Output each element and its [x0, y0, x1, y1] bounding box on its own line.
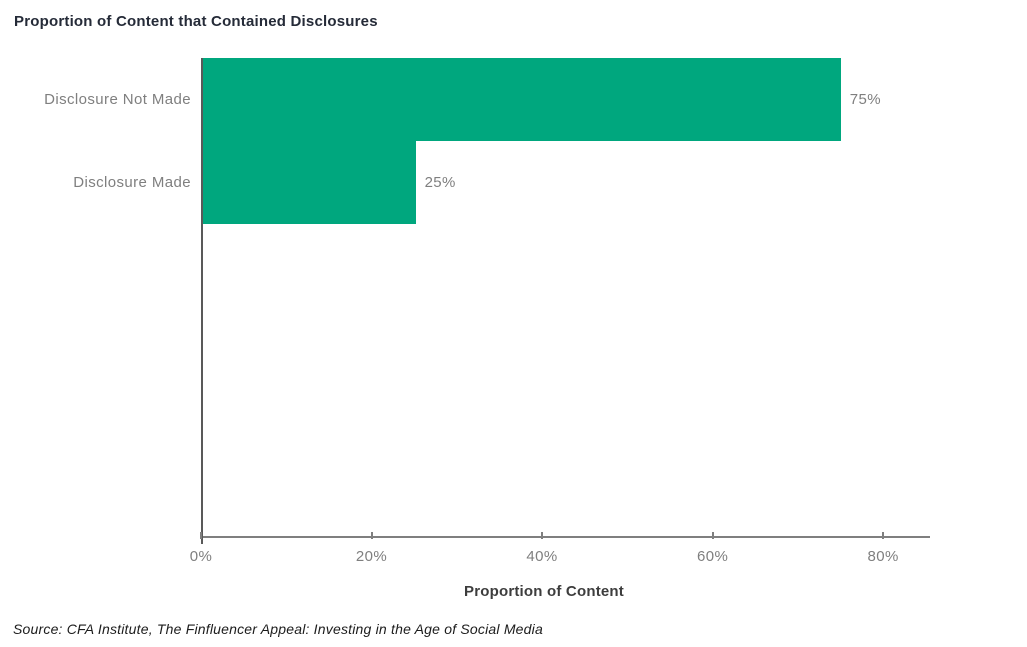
category-label: Disclosure Made: [73, 174, 191, 191]
value-label: 75%: [849, 91, 881, 108]
chart-title: Proportion of Content that Contained Dis…: [14, 13, 378, 30]
value-label: 25%: [424, 174, 456, 191]
bar: [203, 58, 841, 141]
x-tick-label: 0%: [189, 548, 213, 565]
plot-area: Disclosure Not Made 75% Disclosure Made 25%: [44, 58, 930, 544]
bar: [203, 141, 416, 224]
x-tick-label: 60%: [696, 548, 729, 565]
bar-row: Disclosure Not Made 75%: [44, 58, 930, 141]
category-label: Disclosure Not Made: [44, 91, 191, 108]
y-axis-bottom-stub: [201, 536, 203, 544]
source-note: Source: CFA Institute, The Finfluencer A…: [13, 621, 543, 637]
x-tick-label: 40%: [526, 548, 558, 565]
x-tick-label: 80%: [867, 548, 899, 565]
x-axis-title: Proportion of Content: [463, 583, 624, 600]
x-tick-label: 20%: [355, 548, 388, 565]
bar-row: Disclosure Made 25%: [73, 141, 930, 224]
bar-series: Disclosure Not Made 75% Disclosure Made 25%: [44, 58, 930, 224]
